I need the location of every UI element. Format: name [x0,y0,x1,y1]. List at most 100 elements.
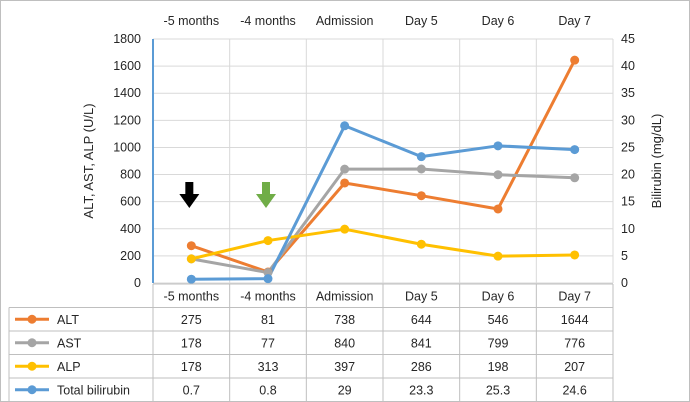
right-axis-title: Bilirubin (mg/dL) [649,114,664,209]
right-tick-label: 25 [621,140,635,154]
arrow-down-icon-4-months [256,182,276,208]
table-header-day-6: Day 6 [482,289,515,303]
series-points [186,55,580,284]
table-cell-total-bilirubin-5-months: 0.7 [183,383,200,397]
table-header-day-7: Day 7 [558,289,591,303]
point-ast-day-5 [416,164,426,174]
point-ast-day-7 [570,173,580,183]
table-cell-ast-day-5: 841 [411,336,432,350]
top-category-label-5-months: -5 months [164,14,220,28]
table-cell-ast-admission: 840 [334,336,355,350]
left-tick-label: 400 [120,222,141,236]
series-line-total-bilirubin [191,124,575,281]
table-cell-alt-5-months: 275 [181,313,202,327]
point-total-bilirubin-5-months [186,274,196,284]
table-cell-alt-day-6: 546 [488,313,509,327]
point-total-bilirubin-day-7 [570,145,580,155]
table-cell-ast-day-7: 776 [564,336,585,350]
point-total-bilirubin-day-5 [416,152,426,162]
left-tick-label: 0 [134,276,141,290]
point-ast-day-6 [493,170,503,180]
right-tick-label: 5 [621,249,628,263]
table-cell-ast-4-months: 77 [261,336,275,350]
series-line-alt [190,59,577,274]
point-ast-admission [340,164,350,174]
series-line-ast [191,167,575,275]
table-cell-total-bilirubin-day-6: 25.3 [486,383,510,397]
table-cell-total-bilirubin-day-7: 24.6 [562,383,586,397]
point-alt-day-7 [570,55,580,65]
table-header-admission: Admission [316,289,374,303]
right-tick-label: 45 [621,32,635,46]
table-header-day-5: Day 5 [405,289,438,303]
top-category-label-day-5: Day 5 [405,14,438,28]
series-line-alp [190,227,575,261]
series-lines [190,59,577,281]
top-category-label-day-6: Day 6 [482,14,515,28]
table-header-4-months: -4 months [240,289,296,303]
right-tick-label: 15 [621,195,635,209]
table-cell-alp-day-5: 286 [411,360,432,374]
right-tick-label: 40 [621,59,635,73]
left-tick-label: 1400 [113,86,141,100]
point-alp-day-5 [416,239,426,249]
point-alt-5-months [186,241,196,251]
right-tick-label: 35 [621,86,635,100]
left-tick-label: 1800 [113,32,141,46]
legend-label-ast: AST [57,336,82,350]
left-tick-label: 800 [120,168,141,182]
legend-label-alt: ALT [57,313,79,327]
point-alt-day-5 [416,191,426,201]
table-cell-alt-admission: 738 [334,313,355,327]
point-alp-5-months [186,254,196,264]
right-tick-label: 20 [621,168,635,182]
table-cell-ast-5-months: 178 [181,336,202,350]
legend-label-alp: ALP [57,360,81,374]
table-cell-alp-admission: 397 [334,360,355,374]
point-alp-day-7 [570,250,580,260]
right-tick-label: 10 [621,222,635,236]
table-cell-alt-4-months: 81 [261,313,275,327]
table-header-5-months: -5 months [164,289,220,303]
left-tick-label: 1600 [113,59,141,73]
top-category-labels: -5 months -4 months Admission Day 5 Day 6 Day… [164,14,592,28]
legend-marker-alt [27,314,37,324]
arrow-markers [179,182,276,208]
left-tick-label: 1200 [113,113,141,127]
right-tick-label: 0 [621,276,628,290]
left-axis-ticks: 0 200 400 600 800 1000 1200 1400 1600 1800 [113,32,141,290]
legend-marker-total-bilirubin [27,385,37,395]
table-cell-ast-day-6: 799 [488,336,509,350]
point-total-bilirubin-admission [340,121,350,131]
point-total-bilirubin-day-6 [493,141,503,151]
point-total-bilirubin-4-months [263,274,273,284]
table-cell-alp-4-months: 313 [258,360,279,374]
left-tick-label: 600 [120,195,141,209]
data-table: -5 months -4 months Admission Day 5 Day 6 Day… [8,283,614,401]
arrow-down-icon-5-months [179,182,200,208]
point-alt-admission [340,178,350,188]
top-category-label-4-months: -4 months [240,14,296,28]
left-tick-label: 200 [120,249,141,263]
table-cell-total-bilirubin-4-months: 0.8 [259,383,276,397]
table-cell-alp-5-months: 178 [181,360,202,374]
right-axis-ticks: 0 5 10 15 20 25 30 35 40 45 [621,32,635,290]
gridlines [152,38,614,284]
right-tick-label: 30 [621,113,635,127]
left-axis-title: ALT, AST, ALP (U/L) [81,103,96,218]
left-tick-label: 1000 [113,140,141,154]
table-cell-alp-day-6: 198 [488,360,509,374]
legend-marker-alp [27,361,37,371]
top-category-label-admission: Admission [316,14,374,28]
table-cell-alt-day-5: 644 [411,313,432,327]
point-alp-admission [340,224,350,234]
top-category-label-day-7: Day 7 [558,14,591,28]
legend-marker-ast [27,338,37,348]
table-cell-total-bilirubin-day-5: 23.3 [409,383,433,397]
table-cell-alt-day-7: 1644 [561,313,589,327]
legend-label-total-bilirubin: Total bilirubin [57,383,130,397]
table-cell-total-bilirubin-admission: 29 [338,383,352,397]
point-alp-day-6 [493,251,503,261]
